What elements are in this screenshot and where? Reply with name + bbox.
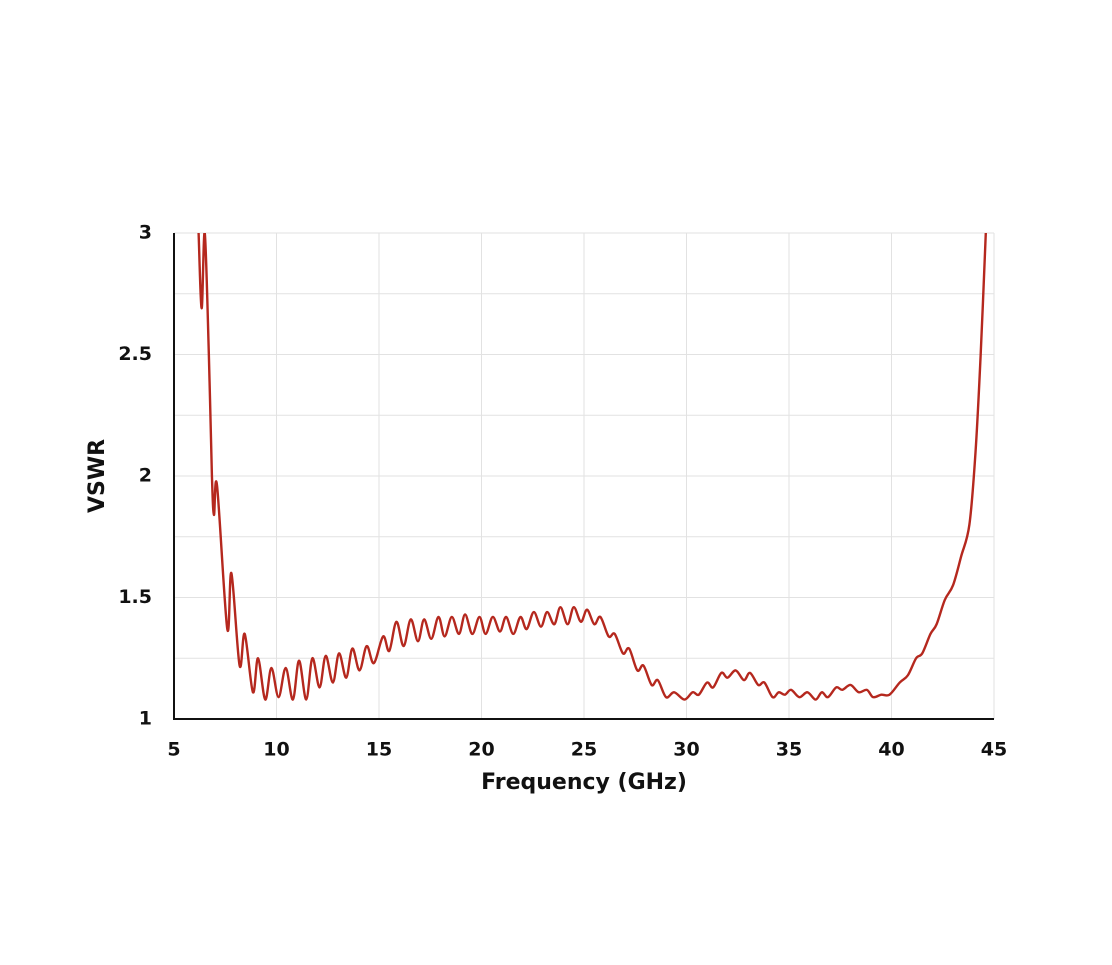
x-tick-label: 35 [776, 739, 802, 761]
x-tick-label: 5 [167, 739, 180, 761]
y-tick-label: 2 [139, 465, 152, 487]
y-axis-label: VSWR [85, 439, 110, 513]
y-tick-label: 2.5 [118, 343, 152, 365]
y-tick-label: 3 [139, 222, 152, 244]
y-tick-label: 1.5 [118, 586, 152, 608]
x-tick-label: 45 [981, 739, 1007, 761]
x-tick-label: 25 [571, 739, 597, 761]
x-tick-label: 30 [673, 739, 699, 761]
data-line [197, 233, 987, 701]
x-tick-label: 40 [878, 739, 904, 761]
x-tick-label: 20 [468, 739, 494, 761]
x-axis-label: Frequency (GHz) [481, 770, 687, 795]
x-tick-label: 15 [366, 739, 392, 761]
y-tick-label: 1 [139, 708, 152, 730]
x-tick-label: 10 [263, 739, 289, 761]
